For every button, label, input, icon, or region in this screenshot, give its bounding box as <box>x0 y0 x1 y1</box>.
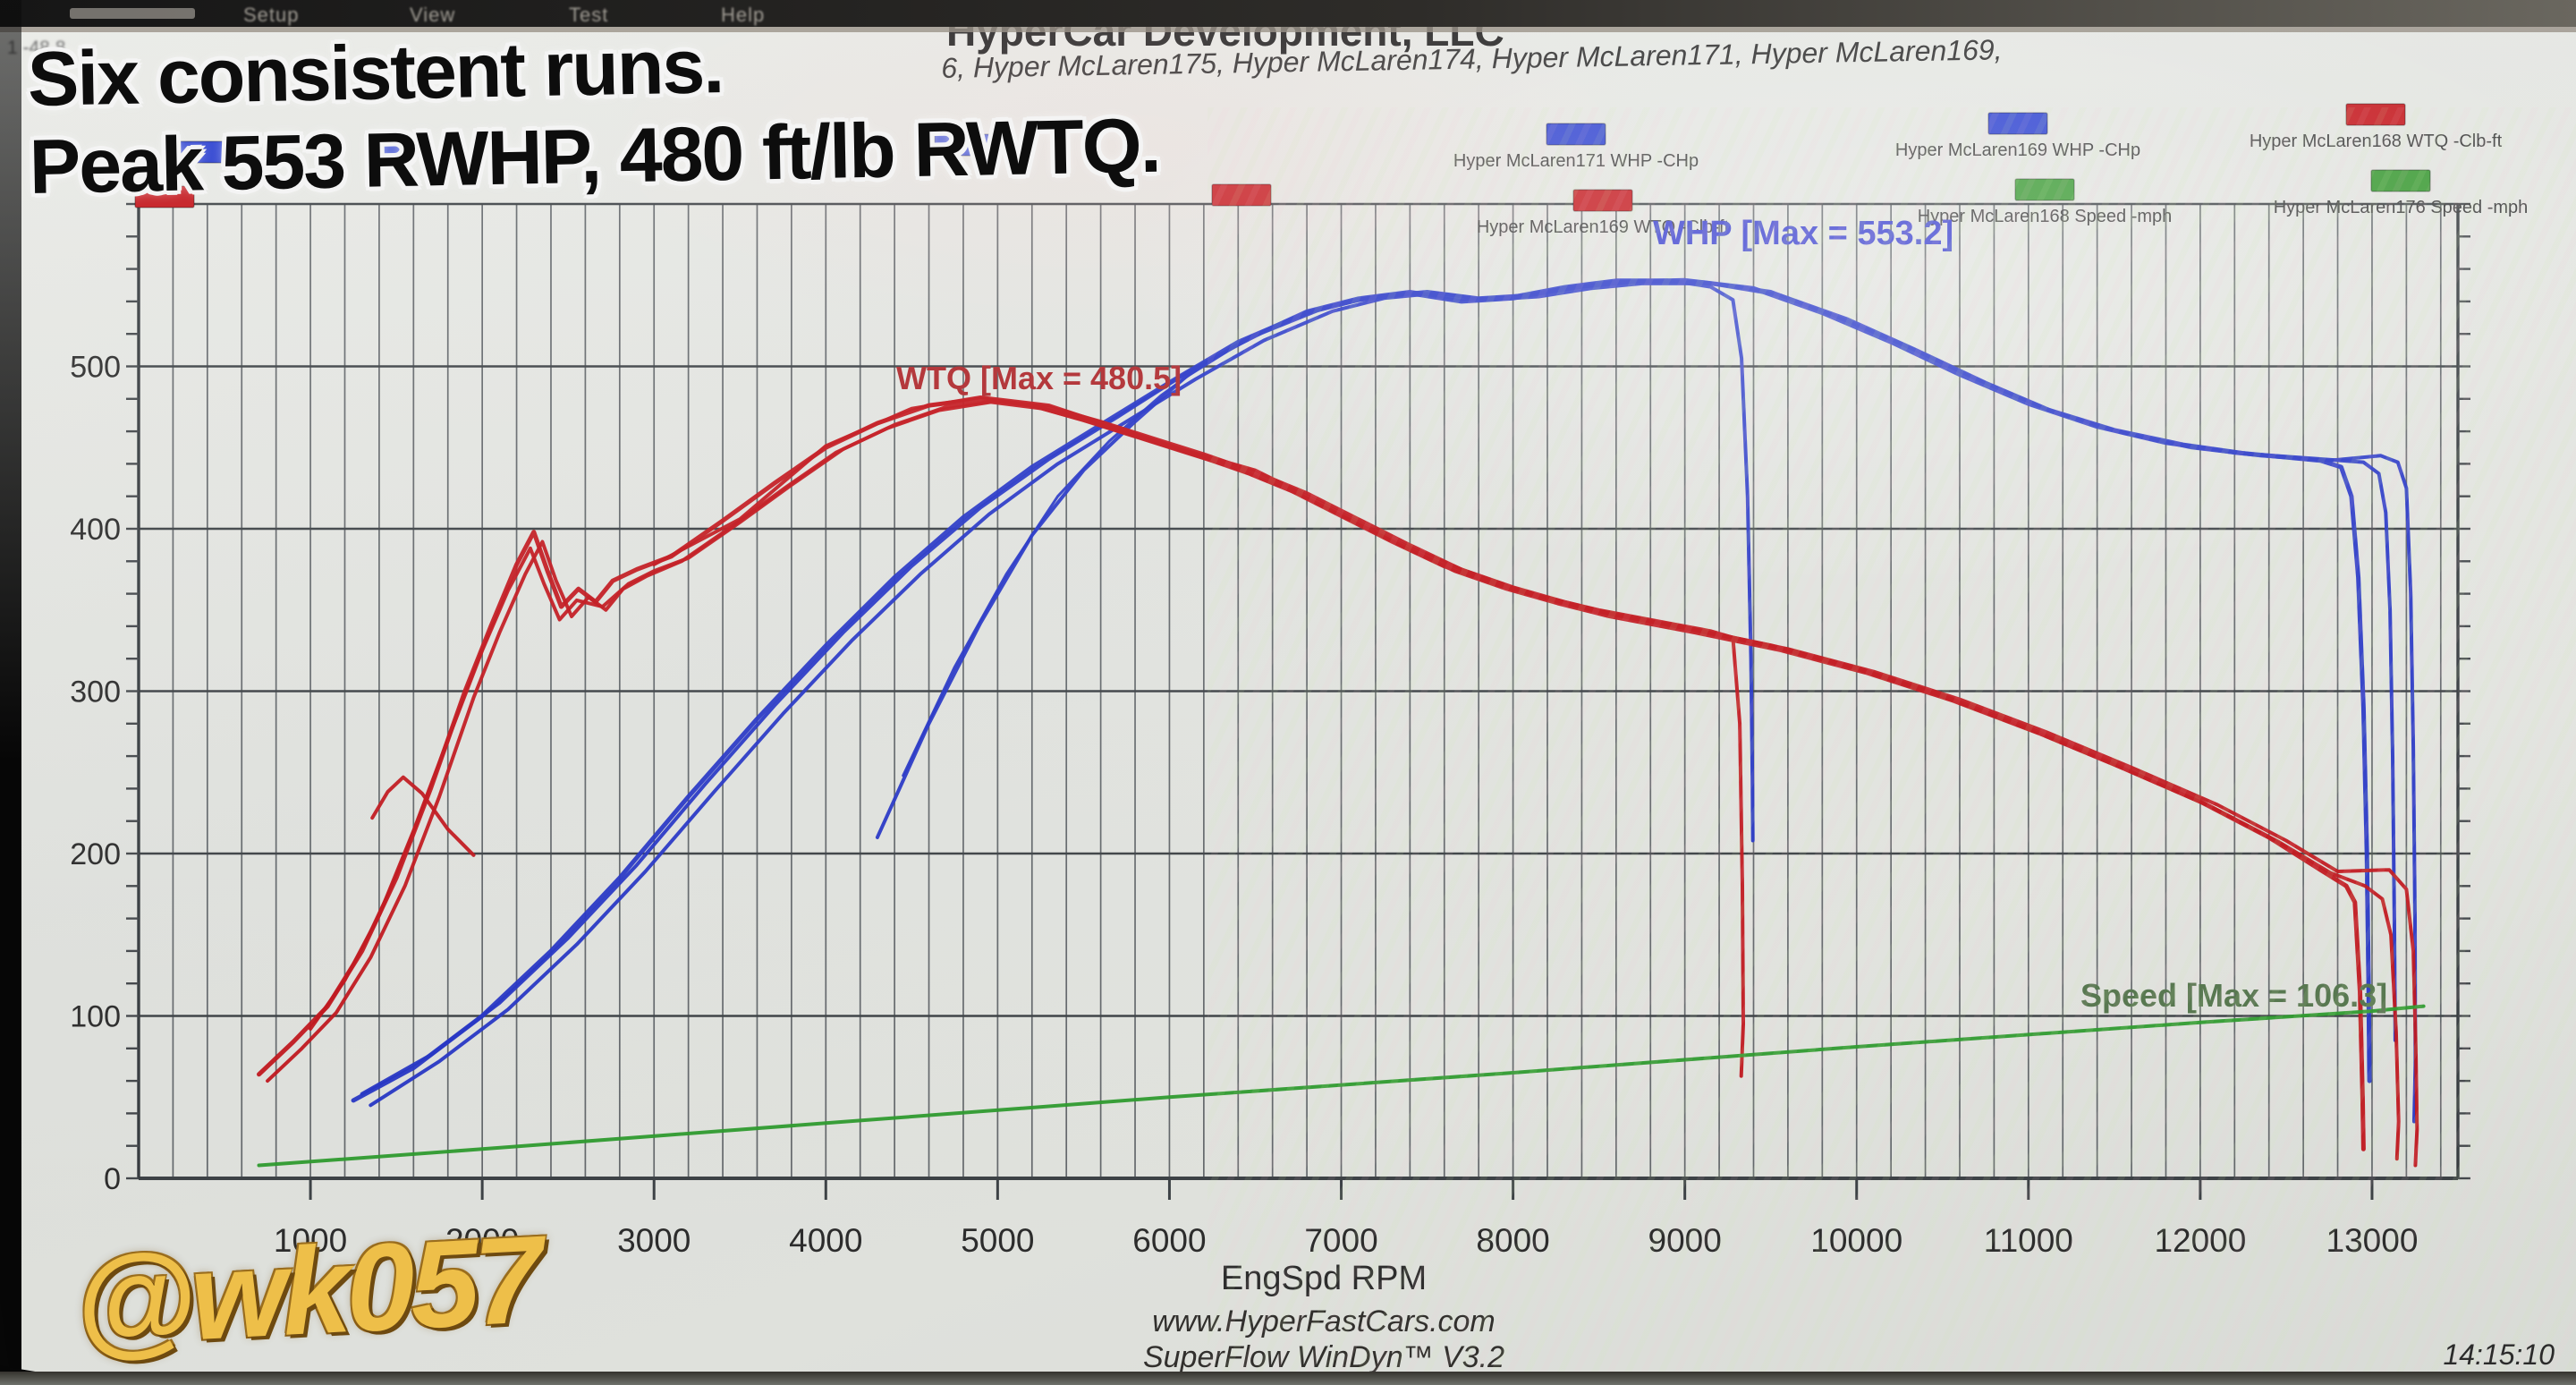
legend-swatch-partial <box>370 135 431 158</box>
y-tick-label: 500 <box>70 351 121 385</box>
series-wtq-run-1 <box>257 396 2366 1151</box>
series-wtq-run-4-early-cutoff- <box>652 395 1745 1078</box>
legend-swatch <box>2014 178 2075 201</box>
speed-max-annotation: Speed [Max = 106.3] <box>2080 977 2388 1014</box>
legend-swatch <box>2370 169 2431 192</box>
legend-swatch <box>2345 103 2406 126</box>
y-tick-label: 100 <box>70 1000 121 1034</box>
series-wtq-fragment <box>370 775 476 857</box>
window-menubar: Setup View Test Help <box>0 0 2576 27</box>
x-tick-label: 7000 <box>1304 1222 1377 1259</box>
y-tick-label: 300 <box>70 676 121 709</box>
footer-software: SuperFlow WinDyn™ V3.2 <box>1142 1340 1505 1374</box>
wtq-max-annotation: WTQ [Max = 480.5] <box>896 360 1182 396</box>
footer-website: www.HyperFastCars.com <box>1152 1304 1496 1338</box>
x-axis-title: EngSpd RPM <box>1220 1260 1428 1297</box>
x-tick-label: 10000 <box>1810 1222 1902 1259</box>
monitor-bezel-bottom <box>0 1372 2576 1385</box>
x-tick-label: 6000 <box>1132 1222 1206 1259</box>
corner-readout: 1 -48 8 <box>7 38 66 58</box>
legend-label: Hyper McLaren169 WHP -CHp <box>1895 140 2140 160</box>
legend-label: Hyper McLaren169 WTQ -Clb-ft <box>1477 217 1730 237</box>
legend-label: Hyper McLaren168 WTQ -Clb-ft <box>2250 132 2503 151</box>
x-tick-label: 9000 <box>1648 1222 1722 1259</box>
menu-item-view[interactable]: View <box>410 4 456 26</box>
legend-swatch <box>1572 189 1633 212</box>
x-tick-label: 4000 <box>789 1222 862 1259</box>
legend-swatch <box>1546 123 1606 146</box>
whp-max-annotation: WHP [Max = 553.2] <box>1653 215 1954 252</box>
legend-swatch-partial <box>134 185 195 208</box>
series-whp-run-3 <box>369 281 2418 1124</box>
y-tick-label: 400 <box>70 513 121 547</box>
legend-label: Hyper McLaren176 Speed -mph <box>2274 198 2529 217</box>
legend-swatch-partial <box>1211 183 1272 207</box>
window-title-blur <box>70 8 195 19</box>
watermark: @wk057 <box>71 1211 543 1373</box>
legend-swatch-partial <box>934 133 995 157</box>
x-tick-label: 11000 <box>1984 1222 2073 1259</box>
x-tick-label: 5000 <box>961 1222 1034 1259</box>
x-tick-label: 8000 <box>1476 1222 1549 1259</box>
monitor-bezel-left <box>0 0 21 1385</box>
series-whp-run-2 <box>360 280 2397 1096</box>
legend-swatch <box>1987 112 2048 135</box>
y-tick-label: 200 <box>70 837 121 871</box>
x-tick-label: 2000 <box>445 1222 519 1259</box>
menu-item-test[interactable]: Test <box>569 4 609 26</box>
window-edge-line <box>0 27 2576 32</box>
caption-overlay: Six consistent runs. Peak 553 RWHP, 480 … <box>27 14 1160 211</box>
legend-label: Hyper McLaren171 WHP -CHp <box>1453 151 1699 171</box>
timestamp: 14:15:10 <box>2443 1338 2555 1371</box>
series-speed <box>257 1004 2426 1168</box>
menu-item-setup[interactable]: Setup <box>243 4 300 26</box>
x-tick-label: 3000 <box>617 1222 691 1259</box>
x-tick-label: 12000 <box>2154 1222 2246 1259</box>
series-whp-run-4-early-cutoff- <box>875 278 1755 843</box>
series-whp-run-5-partial-trace- <box>902 308 1318 777</box>
y-tick-label: 0 <box>104 1162 121 1196</box>
legend-label: Hyper McLaren168 Speed -mph <box>1918 207 2173 226</box>
x-tick-label: 1000 <box>274 1222 347 1259</box>
series-wtq-run-3 <box>309 398 2419 1168</box>
menu-item-help[interactable]: Help <box>721 4 766 26</box>
legend-swatch-partial <box>175 140 236 164</box>
x-tick-label: 13000 <box>2326 1222 2419 1259</box>
series-wtq-run-2 <box>266 400 2401 1161</box>
